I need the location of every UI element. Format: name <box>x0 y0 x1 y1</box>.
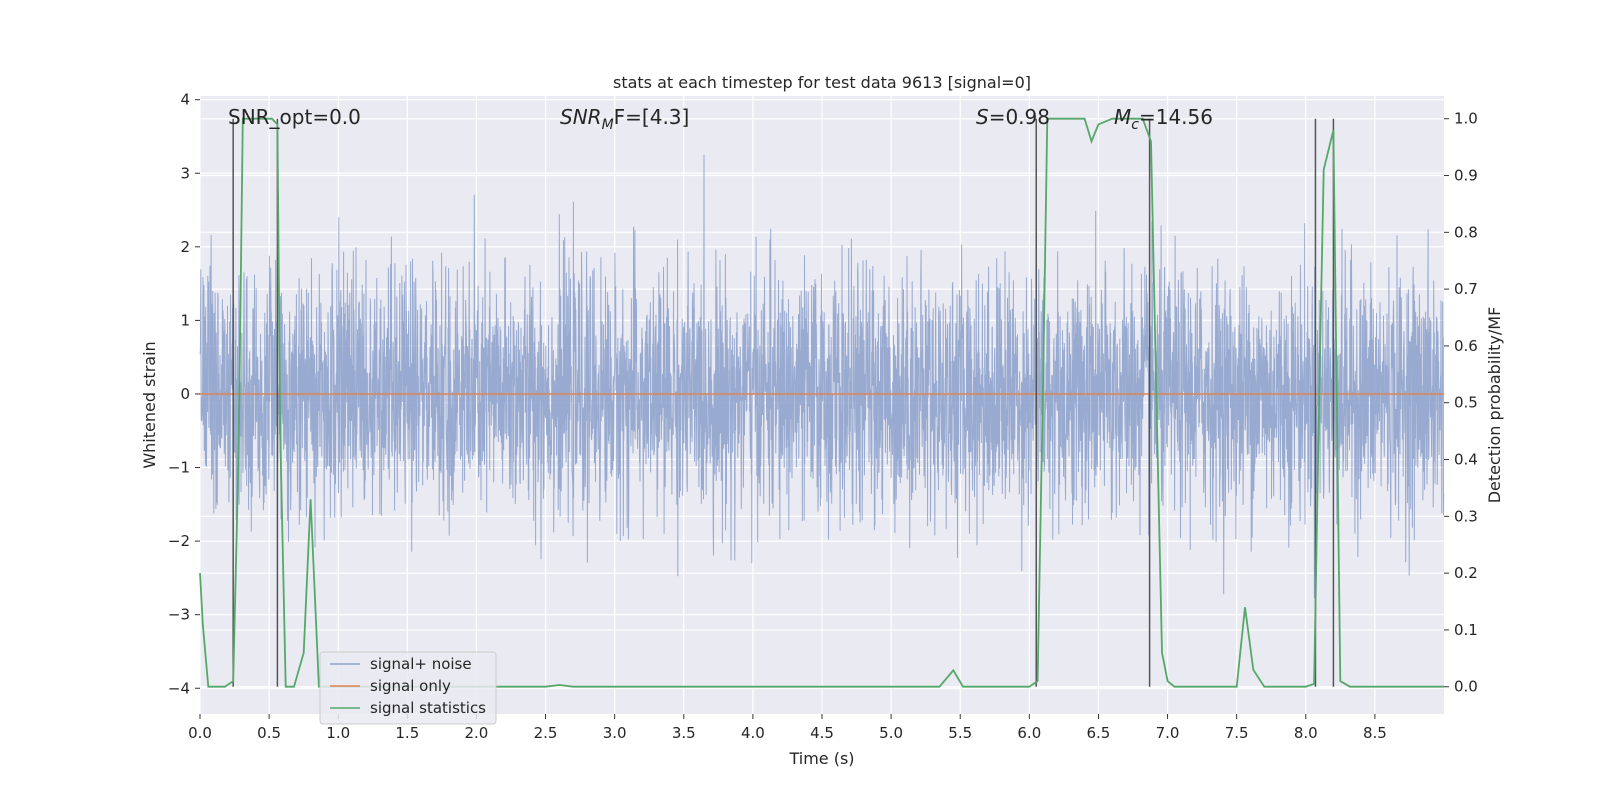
y2-tick-label: 0.5 <box>1454 394 1478 412</box>
annotation-mc-symbol: M <box>1114 105 1131 129</box>
legend-label-signal: signal only <box>370 677 451 695</box>
y-tick-label: 0 <box>180 385 190 403</box>
annotation-s-value: =0.98 <box>989 105 1050 129</box>
x-axis-label: Time (s) <box>788 749 854 768</box>
y-axis-right: 1.0 0.9 0.8 0.7 0.6 0.5 0.4 0.3 0.2 0.1 0.0 <box>1444 110 1478 696</box>
x-tick-label: 3.5 <box>672 724 696 742</box>
y2-tick-label: 1.0 <box>1454 110 1478 128</box>
signal-statistics-series <box>199 117 1444 688</box>
annotation-mc-subscript: c <box>1131 117 1139 133</box>
x-axis: 0.0 0.5 1.0 1.5 2.0 2.5 3.0 3.5 4.0 4.5 5.0 5.5 6.0 6… <box>188 714 1387 742</box>
y-tick-label: 2 <box>180 238 190 256</box>
y-tick-label: 4 <box>180 91 190 109</box>
legend-label-stats: signal statistics <box>370 699 486 717</box>
y2-tick-label: 0.3 <box>1454 507 1478 525</box>
y2-tick-label: 0.4 <box>1454 451 1478 469</box>
y-tick-label: −1 <box>168 459 190 477</box>
x-tick-label: 4.5 <box>810 724 834 742</box>
annotation-mc: Mc=14.56 <box>1114 105 1213 133</box>
y-axis-label: Whitened strain <box>140 341 159 468</box>
legend-box <box>319 651 497 725</box>
x-tick-label: 1.5 <box>395 724 419 742</box>
x-tick-label: 7.5 <box>1225 724 1249 742</box>
y2-tick-label: 0.0 <box>1454 678 1478 696</box>
y2-tick-label: 0.1 <box>1454 621 1478 639</box>
y2-tick-label: 0.6 <box>1454 337 1478 355</box>
x-tick-label: 6.5 <box>1087 724 1111 742</box>
legend-label-noise: signal+ noise <box>370 655 472 673</box>
annotation-snr-mf: SNRMF=[4.3] <box>560 105 689 133</box>
y-tick-label: 3 <box>180 164 190 182</box>
y2-tick-label: 0.8 <box>1454 223 1478 241</box>
x-tick-label: 5.0 <box>879 724 903 742</box>
annotation-snr-mf-symbol: SNR <box>560 105 602 129</box>
x-tick-label: 8.5 <box>1363 724 1387 742</box>
annotation-snr-mf-subscript: M <box>602 117 614 133</box>
annotation-snr-mf-value: F=[4.3] <box>614 105 690 129</box>
y2-axis-label: Detection probability/MF <box>1485 307 1504 504</box>
y2-tick-label: 0.2 <box>1454 564 1478 582</box>
x-tick-label: 0.5 <box>257 724 281 742</box>
x-tick-label: 8.0 <box>1294 724 1318 742</box>
legend: signal+ noise signal only signal statist… <box>319 651 497 725</box>
y-axis-left: 4 3 2 1 0 −1 −2 −3 −4 <box>168 91 200 697</box>
y-tick-label: 1 <box>180 311 190 329</box>
x-tick-label: 6.0 <box>1017 724 1041 742</box>
y-tick-label: −4 <box>168 679 190 697</box>
annotation-mc-value: =14.56 <box>1139 105 1213 129</box>
x-tick-label: 2.5 <box>534 724 558 742</box>
y2-tick-label: 0.7 <box>1454 280 1478 298</box>
x-tick-label: 1.0 <box>326 724 350 742</box>
y-tick-label: −2 <box>168 532 190 550</box>
x-tick-label: 2.0 <box>465 724 489 742</box>
signal-plus-noise-series <box>199 154 1445 599</box>
chart-title: stats at each timestep for test data 961… <box>613 73 1031 92</box>
plot-series <box>199 117 1445 688</box>
x-tick-label: 0.0 <box>188 724 212 742</box>
y2-tick-label: 0.9 <box>1454 167 1478 185</box>
annotation-s: S=0.98 <box>976 105 1050 129</box>
x-tick-label: 7.0 <box>1156 724 1180 742</box>
x-tick-label: 5.5 <box>948 724 972 742</box>
annotation-s-symbol: S <box>976 105 989 129</box>
x-tick-label: 4.0 <box>741 724 765 742</box>
y-tick-label: −3 <box>168 606 190 624</box>
x-tick-label: 3.0 <box>603 724 627 742</box>
annotation-snr-opt: SNR_opt=0.0 <box>228 105 361 129</box>
